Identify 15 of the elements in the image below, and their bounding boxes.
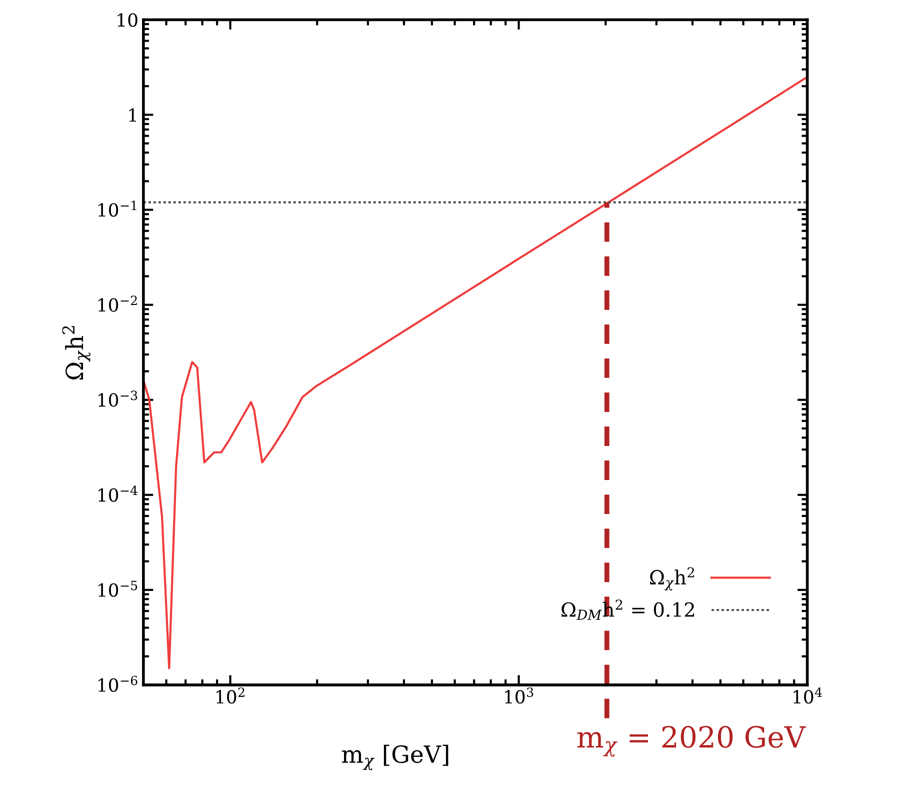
- x-axis-title: m$_{χ}$ [GeV]: [342, 744, 448, 770]
- y-tick-label: 10$^{−2}$: [98, 296, 137, 312]
- x-tick-label: 10$^{3}$: [505, 687, 534, 704]
- x-tick-label: 10$^{4}$: [794, 687, 822, 704]
- x-tick-label: 10$^{2}$: [216, 687, 244, 704]
- ref-line-label: m$_{χ}$ = 2020 GeV: [577, 726, 806, 757]
- y-tick-label: 10$^{−4}$: [98, 486, 138, 502]
- y-tick-label: 1: [129, 108, 136, 122]
- y-tick-label: 10$^{−1}$: [98, 200, 136, 217]
- legend-label: Ω$_{χ}$h$^{2}$: [650, 567, 694, 590]
- y-tick-label: 10: [118, 13, 138, 27]
- y-tick-label: 10$^{−5}$: [98, 580, 138, 597]
- y-tick-label: 10$^{−3}$: [98, 390, 138, 407]
- y-tick-label: 10$^{−6}$: [98, 676, 138, 692]
- y-axis-title: Ω$_{χ}$h$^{2}$: [62, 326, 90, 380]
